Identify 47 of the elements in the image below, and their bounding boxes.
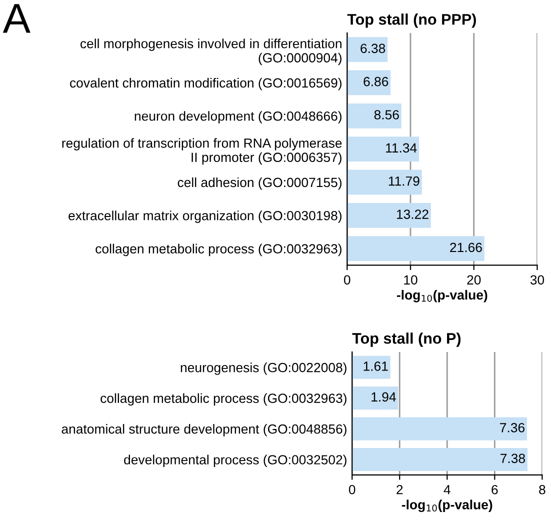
bar [352, 386, 398, 410]
text: A [2, 4, 30, 33]
bar [347, 236, 484, 262]
data-label: 13.22 [396, 210, 428, 219]
x-tick-label: 8 [539, 484, 546, 494]
data-label: 7.38 [500, 454, 525, 464]
chart-title: Top stall (no PPP) [347, 14, 476, 28]
data-label: 8.56 [374, 110, 399, 120]
bar [352, 448, 528, 472]
y-tick-label: developmental process (GO:0032502) [124, 454, 346, 468]
y-tick-label: cell morphogenesis involved in differentiation (GO:0000904) [80, 38, 342, 66]
data-label: 7.36 [500, 422, 524, 432]
y-tick-label: neurogenesis (GO:0022008) [180, 362, 346, 375]
y-tick-label: covalent chromatin modification (GO:0016569) [70, 78, 342, 90]
x-tick-label: 30 [530, 275, 544, 285]
y-tick-label: collagen metabolic process (GO:0032963) [100, 393, 346, 406]
data-label: 1.61 [364, 362, 388, 371]
bar [347, 103, 402, 128]
x-tick-label: 20 [467, 275, 481, 285]
bar [347, 70, 391, 96]
x-tick-label: 0 [348, 484, 356, 494]
x-axis-title: -log$_{10}$(p-value) [402, 500, 492, 512]
x-tick-label: 6 [492, 484, 498, 494]
data-label: 1.94 [372, 392, 396, 402]
data-label: 11.79 [388, 176, 420, 186]
bar [347, 202, 431, 228]
x-tick-label: 0 [344, 275, 350, 285]
bar [347, 136, 419, 162]
bar [352, 356, 390, 379]
data-label: 6.38 [360, 44, 386, 54]
x-tick-label: 10 [404, 275, 418, 285]
data-label: 21.66 [450, 242, 482, 252]
bar [347, 37, 388, 62]
y-tick-label: collagen metabolic process (GO:0032963) [96, 244, 342, 256]
data-label: 11.34 [386, 143, 417, 153]
bar [352, 417, 527, 440]
y-tick-label: anatomical structure development (GO:0048856) [62, 424, 346, 436]
data-label: 6.86 [364, 76, 388, 86]
x-tick-label: 4 [444, 485, 450, 494]
bar [347, 170, 422, 195]
chart-title: Top stall (no P) [352, 332, 461, 347]
y-tick-label: cell adhesion (GO:0007155) [178, 177, 342, 190]
x-tick-label: 2 [396, 484, 403, 494]
y-tick-label: neuron development (GO:0048666) [134, 111, 342, 124]
x-axis-title: -log$_{10}$(p-value) [396, 290, 488, 302]
y-tick-label: regulation of transcription from RNA polymerase II promoter (GO:0006357) [62, 138, 342, 165]
y-tick-label: extracellular matrix organization (GO:0030198) [68, 210, 342, 223]
